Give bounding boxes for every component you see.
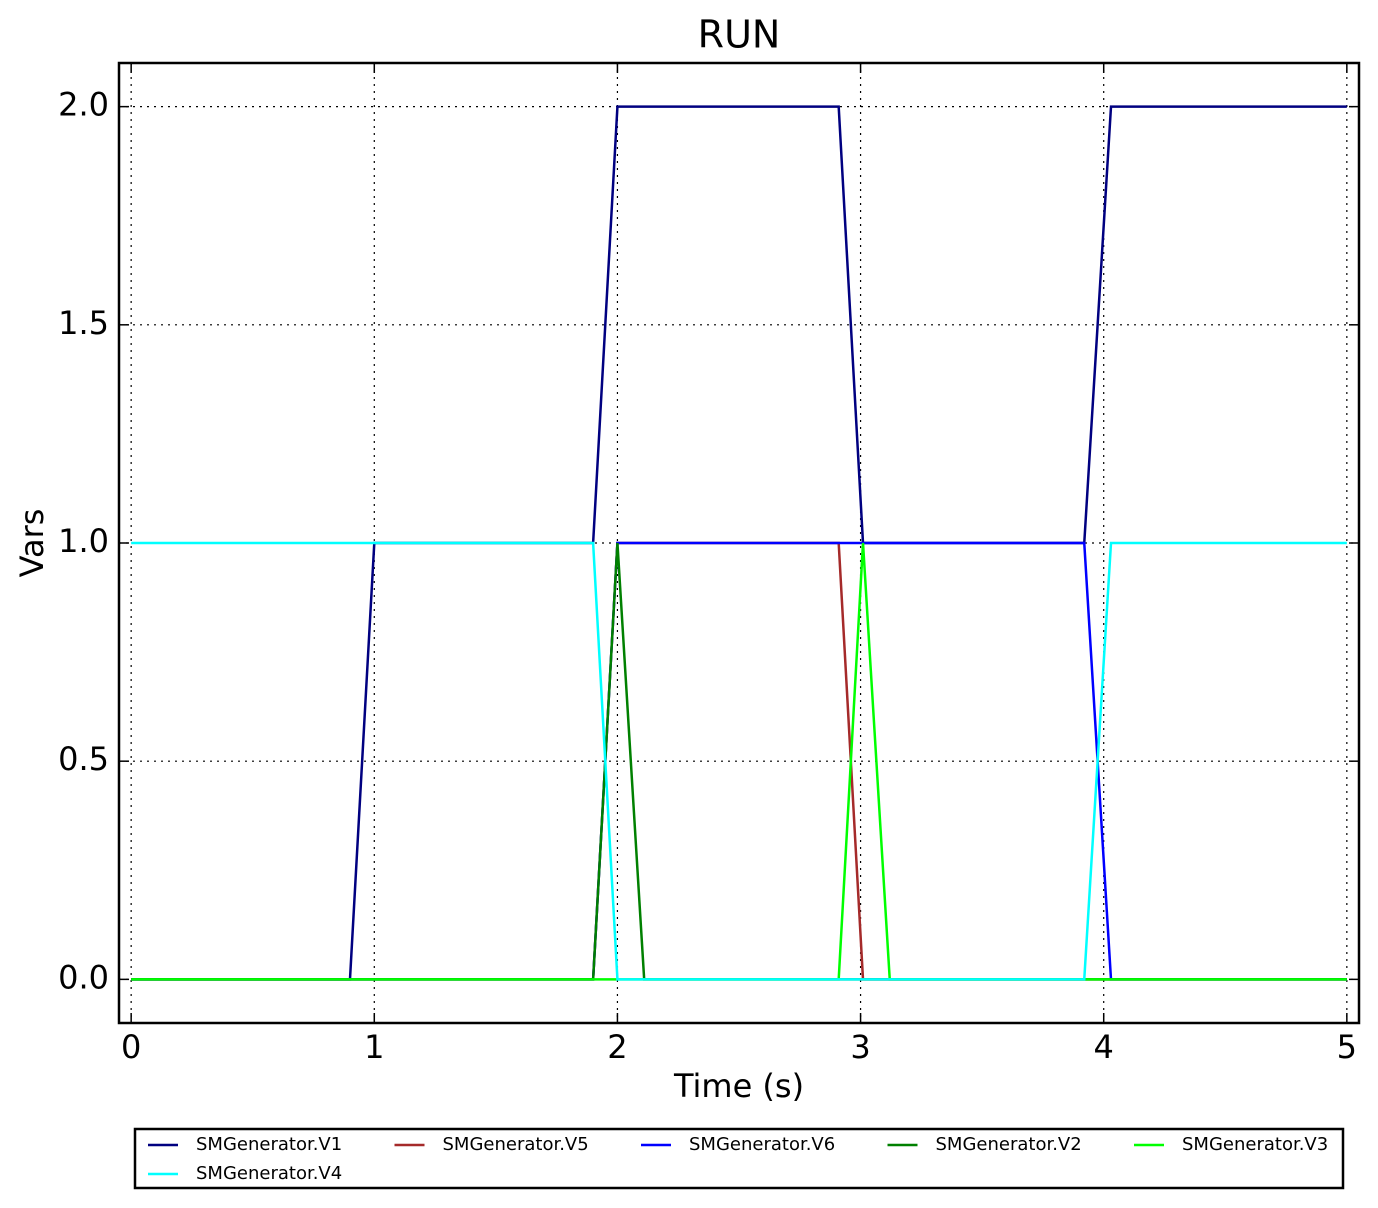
legend-label: SMGenerator.V2 (936, 1134, 1082, 1155)
x-axis-label: Time (s) (673, 1067, 804, 1105)
series-line (131, 105, 1347, 981)
series-line (131, 541, 1347, 981)
x-tick-label: 1 (364, 1028, 384, 1066)
series-line (131, 542, 1347, 981)
series-line (131, 541, 1347, 981)
y-tick-label: 1.5 (58, 304, 109, 342)
legend-label: SMGenerator.V6 (689, 1134, 835, 1155)
y-axis-label: Vars (13, 509, 51, 578)
legend-label: SMGenerator.V4 (196, 1163, 342, 1184)
y-tick-label: 1.0 (58, 522, 109, 560)
x-tick-label: 4 (1094, 1028, 1114, 1066)
y-tick-label: 0.0 (58, 958, 109, 996)
series-line (131, 541, 1347, 981)
x-tick-label: 5 (1337, 1028, 1357, 1066)
plot-frame (117, 61, 1361, 1025)
legend-label: SMGenerator.V3 (1182, 1134, 1328, 1155)
chart-title: RUN (698, 13, 781, 57)
series-line (131, 542, 1347, 981)
x-tick-label: 3 (850, 1028, 870, 1066)
x-tick-label: 2 (607, 1028, 627, 1066)
x-tick-label: 0 (121, 1028, 141, 1066)
legend-box (133, 1127, 1345, 1190)
y-tick-label: 2.0 (58, 86, 109, 124)
y-tick-label: 0.5 (58, 740, 109, 778)
legend-label: SMGenerator.V1 (196, 1134, 342, 1155)
legend-label: SMGenerator.V5 (443, 1134, 589, 1155)
